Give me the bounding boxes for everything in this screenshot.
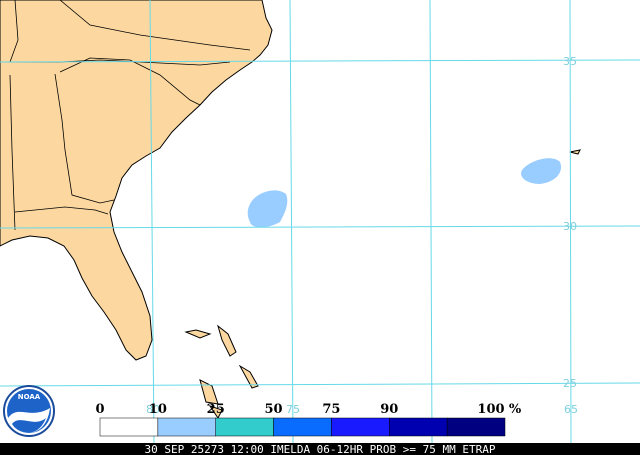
longitude-label: 65 <box>564 403 578 416</box>
legend-label: 25 <box>207 402 225 417</box>
state-borders <box>0 0 251 231</box>
legend-label: 50 <box>265 402 283 417</box>
footer-text: 30 SEP 25273 12:00 IMELDA 06-12HR PROB >… <box>145 443 496 455</box>
legend-label: 0 <box>95 402 104 417</box>
logo-text: NOAA <box>18 393 41 401</box>
legend-label: 90 <box>380 402 398 417</box>
probability-area <box>247 190 288 228</box>
latitude-label: 30 <box>563 220 577 233</box>
graticule <box>0 0 640 444</box>
longitude-label: 80 <box>146 403 160 416</box>
legend-swatch <box>99 417 159 437</box>
legend-label: 100 <box>477 402 504 417</box>
latitude-label: 25 <box>563 377 577 390</box>
legend-label: 75 <box>322 402 340 417</box>
legend-label: 10 <box>149 402 167 417</box>
latitude-label: 35 <box>563 55 577 68</box>
legend-swatch <box>389 417 448 437</box>
legend-swatch <box>331 417 390 437</box>
legend-swatch <box>446 417 506 437</box>
islands <box>184 149 581 419</box>
legend-unit: % <box>509 402 522 417</box>
probability-area <box>521 158 562 184</box>
legend-swatch <box>215 417 274 437</box>
logo: NOAA <box>3 385 55 437</box>
longitude-label: 75 <box>286 403 300 416</box>
legend-swatch <box>157 417 216 437</box>
footer-bar <box>0 443 640 455</box>
legend-swatch <box>273 417 332 437</box>
land <box>0 0 273 361</box>
legend: 0 10 25 50 75 90 100% <box>95 402 522 437</box>
